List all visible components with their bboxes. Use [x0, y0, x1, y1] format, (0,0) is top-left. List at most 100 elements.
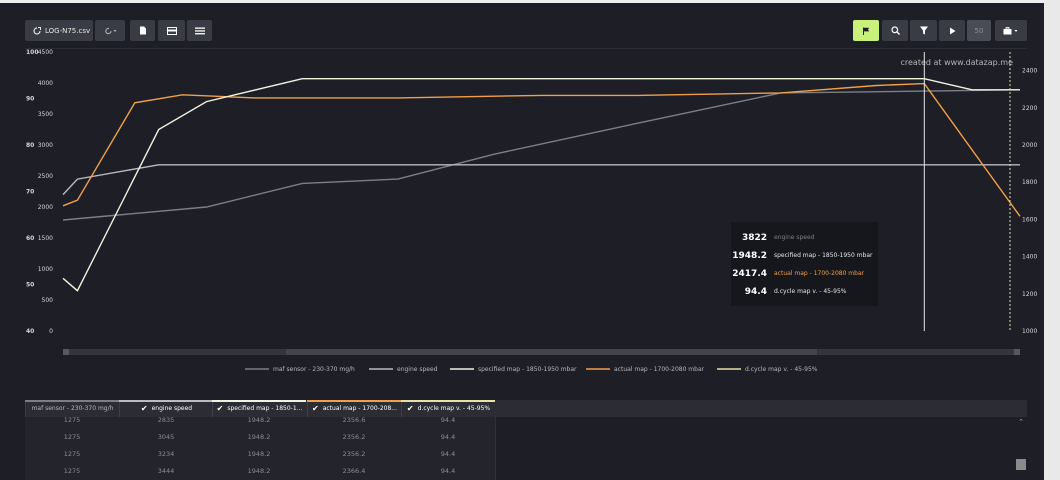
column-color-band	[401, 400, 495, 402]
series-line	[62, 164, 1020, 196]
speed-input[interactable]: 50	[967, 20, 991, 41]
table-cell: 1275	[63, 415, 81, 424]
tooltip-value: 2417.4	[732, 269, 767, 279]
tooltip-label: d.cycle map v. - 45-95%	[774, 288, 847, 295]
series-line	[62, 77, 1020, 292]
file-button[interactable]: LOG-N75.csv	[25, 20, 93, 41]
column-header[interactable]: ✔ engine speed	[119, 400, 213, 417]
layout-button[interactable]	[158, 20, 185, 41]
scroll-up-icon[interactable]: ⌃	[1018, 418, 1024, 426]
axis-tick-label: 40	[26, 328, 34, 335]
scroll-right-handle[interactable]	[1014, 349, 1020, 355]
table-body	[25, 417, 495, 480]
reload-button[interactable]	[95, 20, 125, 41]
zoom-icon	[890, 26, 900, 35]
table-cell: 3444	[157, 466, 175, 475]
column-header[interactable]: ✔ d.cycle map v. - 45-95%	[401, 400, 495, 417]
chart[interactable]: 100 90 80 70 60 50 40 4500 4000 3500 3000 2500 2000…	[0, 0, 1044, 400]
table-cell: 94.4	[440, 466, 456, 475]
column-header-label: engine speed	[151, 405, 193, 412]
table-cell: 1275	[63, 466, 81, 475]
axis-tick-label: 4000	[38, 80, 53, 87]
speed-value: 50	[974, 26, 984, 35]
series-layer	[62, 77, 1021, 292]
table-cell: 94.4	[440, 449, 456, 458]
list-button[interactable]	[187, 20, 212, 41]
export-button[interactable]	[995, 20, 1027, 41]
watermark: created at www.datazap.me	[901, 58, 1014, 67]
column-header[interactable]: maf sensor - 230-370 mg/h	[25, 400, 119, 417]
checkmark-icon[interactable]: ✔	[216, 404, 224, 413]
column-header[interactable]: ✔ specified map - 1850-1...	[212, 400, 306, 417]
table-cell: 1948.2	[247, 415, 271, 424]
table-cell: 1948.2	[247, 466, 271, 475]
column-header[interactable]: ✔ actual map - 1700-208...	[307, 400, 401, 417]
list-icon	[194, 27, 205, 34]
legend-item[interactable]: actual map - 1700-2080 mbar	[614, 366, 705, 373]
table-cell: 2366.4	[342, 466, 366, 475]
axis-tick-label: 2200	[1022, 105, 1037, 112]
table-row[interactable]: 1275 3234 1948.2 2356.2 94.4	[25, 445, 495, 462]
briefcase-icon	[1003, 26, 1018, 34]
zoom-button[interactable]	[882, 20, 908, 41]
table-cell: 2356.2	[342, 432, 366, 441]
filter-button[interactable]	[910, 20, 937, 41]
column-header-label: maf sensor - 230-370 mg/h	[31, 405, 114, 412]
tooltip-value: 94.4	[745, 287, 767, 297]
axis-tick-label: 80	[26, 142, 34, 149]
table-cell: 2356.2	[342, 449, 366, 458]
chart-top-border	[25, 48, 1027, 49]
file-name: LOG-N75.csv	[45, 26, 91, 35]
legend-item[interactable]: specified map - 1850-1950 mbar	[478, 366, 577, 373]
tooltip-label: actual map - 1700-2080 mbar	[774, 270, 865, 277]
table-row[interactable]: 1275 2835 1948.2 2356.6 94.4	[25, 415, 495, 428]
legend-item[interactable]: maf sensor - 230-370 mg/h	[273, 366, 355, 373]
axis-tick-label: 3500	[38, 111, 53, 118]
browser-scrollbar-gutter	[1044, 0, 1060, 480]
legend[interactable]: maf sensor - 230-370 mg/h engine speed spe…	[245, 366, 818, 373]
tooltip: 3822 engine speed 1948.2 specified map - 18…	[731, 222, 878, 306]
table-cell: 94.4	[440, 415, 456, 424]
axis-tick-label: 3000	[38, 142, 53, 149]
axis-tick-label: 70	[26, 189, 34, 196]
flag-icon	[863, 27, 870, 35]
table-scrollbar-thumb[interactable]	[1016, 459, 1026, 470]
table-cell: 2356.6	[342, 415, 366, 424]
axis-tick-label: 90	[26, 96, 34, 103]
axis-tick-label: 0	[49, 328, 53, 335]
document-icon	[139, 26, 146, 35]
legend-item[interactable]: d.cycle map v. - 45-95%	[745, 366, 818, 373]
checkmark-icon[interactable]: ✔	[311, 404, 319, 413]
column-header-label: specified map - 1850-1...	[227, 405, 303, 412]
tooltip-box	[731, 222, 878, 306]
flag-button[interactable]	[853, 20, 879, 41]
legend-item[interactable]: engine speed	[397, 366, 438, 373]
document-button[interactable]	[130, 20, 155, 41]
tooltip-value: 3822	[742, 233, 767, 243]
play-icon	[949, 27, 955, 34]
chart-scrollbar-thumb[interactable]	[286, 349, 817, 355]
table-cell: 1948.2	[247, 449, 271, 458]
y-axis-inner: 4500 4000 3500 3000 2500 2000 1500 1000 500 0	[38, 49, 53, 335]
axis-tick-label: 1500	[38, 235, 53, 242]
table-cell: 3234	[157, 449, 175, 458]
table-row[interactable]: 1275 3444 1948.2 2366.4 94.4	[25, 462, 495, 479]
checkmark-icon[interactable]: ✔	[406, 404, 414, 413]
column-header-label: actual map - 1700-208...	[322, 405, 397, 412]
table-cell: 2835	[157, 415, 175, 424]
column-color-band	[307, 400, 401, 402]
axis-tick-label: 500	[42, 297, 54, 304]
external-link-icon	[33, 26, 41, 35]
column-color-band	[212, 400, 306, 402]
filter-icon	[919, 26, 928, 35]
play-button[interactable]	[939, 20, 965, 41]
table-row[interactable]: 1275 3045 1948.2 2356.2 94.4	[25, 428, 495, 445]
axis-tick-label: 4500	[38, 49, 53, 56]
checkmark-icon[interactable]: ✔	[140, 404, 148, 413]
y-axis-outer: 100 90 80 70 60 50 40	[26, 49, 39, 335]
tooltip-label: specified map - 1850-1950 mbar	[774, 252, 873, 259]
window-top-edge	[0, 0, 1044, 3]
column-color-band	[119, 400, 213, 402]
scroll-left-handle[interactable]	[63, 349, 69, 355]
